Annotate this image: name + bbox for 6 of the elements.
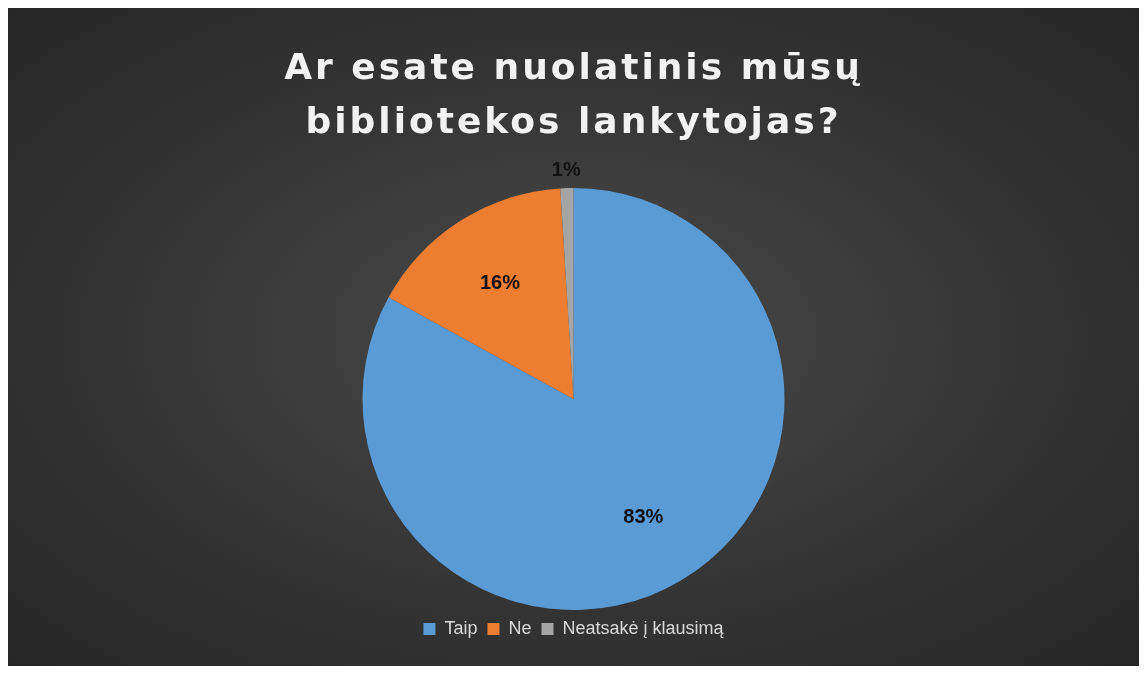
data-label: 16% — [480, 270, 521, 293]
legend-label: Ne — [508, 617, 532, 638]
data-label: 83% — [623, 504, 664, 527]
legend-label: Taip — [444, 617, 478, 638]
legend-label: Neatsakė į klausimą — [562, 617, 725, 638]
chart-title: Ar esate nuolatinis mūsų bibliotekos lankytojas? — [283, 45, 864, 143]
